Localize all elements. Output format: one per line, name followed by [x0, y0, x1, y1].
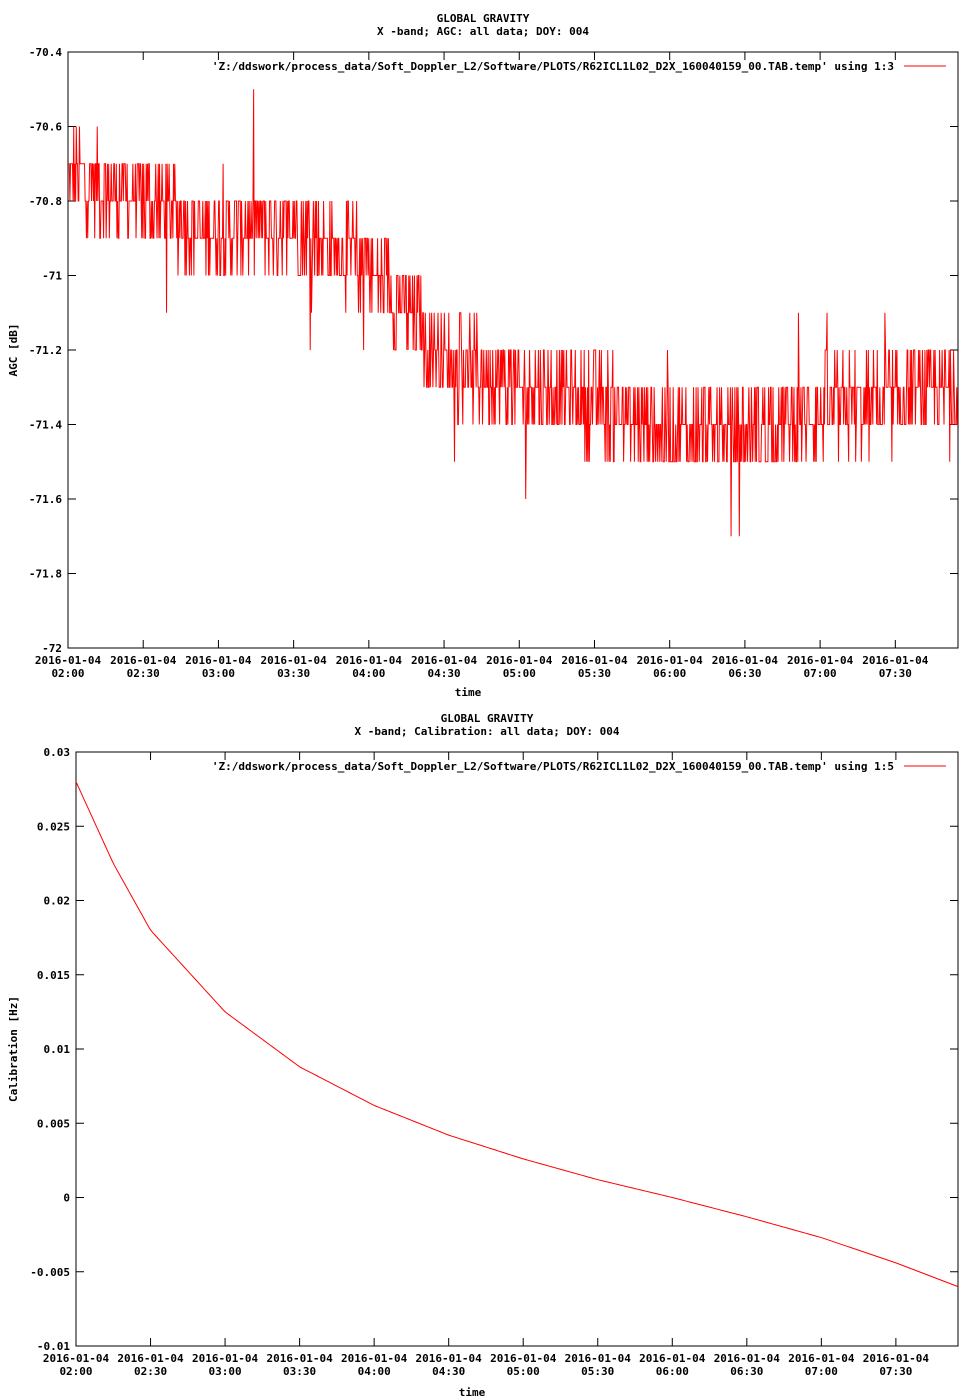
series-line-1 [75, 781, 959, 1288]
x-tick-label-date: 2016-01-04 [486, 654, 553, 667]
plot-frame [75, 751, 959, 1347]
x-tick-label-date: 2016-01-04 [185, 654, 252, 667]
x-tick-label-time: 07:00 [804, 667, 837, 680]
y-tick-label: -70.4 [29, 46, 62, 59]
x-tick-label-date: 2016-01-04 [416, 1352, 483, 1365]
x-tick-label-time: 05:30 [578, 667, 611, 680]
y-tick-label: -71.6 [29, 493, 62, 506]
x-tick-label-date: 2016-01-04 [117, 1352, 184, 1365]
y-tick-label: -71.4 [29, 419, 62, 432]
x-tick-label-time: 02:00 [51, 667, 84, 680]
y-tick-label: -72 [42, 642, 62, 655]
x-tick-label-time: 07:00 [805, 1365, 838, 1378]
y-tick-label: 0.015 [37, 969, 70, 982]
y-tick-label: -70.6 [29, 121, 62, 134]
y-axis-label: Calibration [Hz] [7, 996, 20, 1102]
y-axis-label: AGC [dB] [7, 324, 20, 377]
x-tick-label-date: 2016-01-04 [411, 654, 478, 667]
x-tick-label-time: 07:30 [879, 1365, 912, 1378]
x-tick-label-date: 2016-01-04 [266, 1352, 333, 1365]
x-tick-label-date: 2016-01-04 [714, 1352, 781, 1365]
y-tick-label: 0.01 [44, 1043, 71, 1056]
x-tick-label-time: 03:00 [202, 667, 235, 680]
x-tick-label-date: 2016-01-04 [637, 654, 704, 667]
x-tick-label-date: 2016-01-04 [787, 654, 854, 667]
x-tick-label-time: 02:30 [134, 1365, 167, 1378]
chart-subtitle: X -band; Calibration: all data; DOY: 004 [355, 725, 620, 738]
x-tick-label-time: 03:30 [283, 1365, 316, 1378]
x-tick-label-date: 2016-01-04 [712, 654, 779, 667]
x-tick-label-date: 2016-01-04 [561, 654, 628, 667]
y-tick-label: -0.01 [37, 1340, 70, 1353]
x-tick-label-date: 2016-01-04 [261, 654, 328, 667]
x-tick-label-date: 2016-01-04 [192, 1352, 259, 1365]
x-tick-label-date: 2016-01-04 [336, 654, 403, 667]
chart-title: GLOBAL GRAVITY [441, 712, 534, 725]
x-tick-label-time: 04:30 [432, 1365, 465, 1378]
x-tick-label-time: 06:30 [730, 1365, 763, 1378]
x-tick-label-time: 03:30 [277, 667, 310, 680]
plot-frame [67, 51, 959, 649]
x-tick-label-time: 02:00 [59, 1365, 92, 1378]
y-tick-label: 0.005 [37, 1117, 70, 1130]
x-tick-label-time: 03:00 [209, 1365, 242, 1378]
x-tick-label-time: 02:30 [127, 667, 160, 680]
x-tick-label-date: 2016-01-04 [490, 1352, 557, 1365]
y-tick-label: 0.03 [44, 746, 71, 759]
x-tick-label-time: 04:00 [358, 1365, 391, 1378]
y-tick-label: 0 [63, 1192, 70, 1205]
y-tick-label: 0.025 [37, 820, 70, 833]
y-tick-label: -71.8 [29, 568, 62, 581]
x-tick-label-time: 06:30 [728, 667, 761, 680]
x-tick-label-date: 2016-01-04 [863, 1352, 930, 1365]
x-tick-label-time: 04:30 [427, 667, 460, 680]
x-tick-label-date: 2016-01-04 [788, 1352, 855, 1365]
series-line-1 [68, 89, 958, 537]
x-tick-label-date: 2016-01-04 [341, 1352, 408, 1365]
x-tick-label-time: 06:00 [656, 1365, 689, 1378]
y-tick-label: -71.2 [29, 344, 62, 357]
y-tick-label: -70.8 [29, 195, 62, 208]
x-tick-label-date: 2016-01-04 [35, 654, 102, 667]
x-tick-label-date: 2016-01-04 [639, 1352, 706, 1365]
x-tick-label-date: 2016-01-04 [110, 654, 177, 667]
x-tick-label-time: 05:00 [507, 1365, 540, 1378]
x-tick-label-date: 2016-01-04 [43, 1352, 110, 1365]
x-axis-label: time [459, 1386, 486, 1399]
x-axis-label: time [455, 686, 482, 699]
y-tick-label: 0.02 [44, 895, 71, 908]
x-tick-label-time: 05:30 [581, 1365, 614, 1378]
chart-title: GLOBAL GRAVITY [437, 12, 530, 25]
legend-label: 'Z:/ddswork/process_data/Soft_Doppler_L2… [212, 760, 894, 773]
legend-label: 'Z:/ddswork/process_data/Soft_Doppler_L2… [212, 60, 894, 73]
x-tick-label-date: 2016-01-04 [862, 654, 929, 667]
y-tick-label: -0.005 [30, 1266, 70, 1279]
y-tick-label: -71 [42, 270, 62, 283]
x-tick-label-time: 05:00 [503, 667, 536, 680]
x-tick-label-time: 07:30 [879, 667, 912, 680]
x-tick-label-time: 06:00 [653, 667, 686, 680]
x-tick-label-date: 2016-01-04 [565, 1352, 632, 1365]
x-tick-label-time: 04:00 [352, 667, 385, 680]
chart-subtitle: X -band; AGC: all data; DOY: 004 [377, 25, 589, 38]
